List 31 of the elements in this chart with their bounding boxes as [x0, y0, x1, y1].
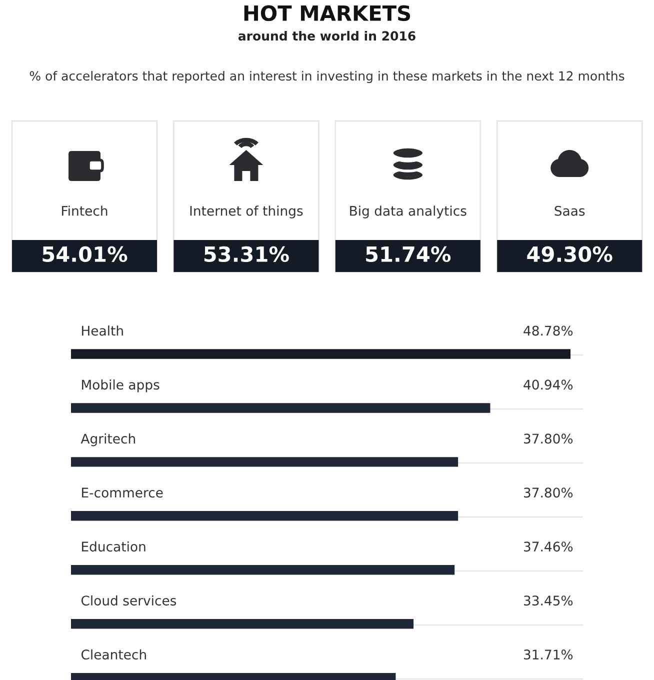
y-tick-label: Cleantech	[81, 649, 146, 660]
data-label: 48.78%	[524, 326, 573, 336]
data-label: 54.01%	[42, 246, 128, 262]
text: HOT MARKETS	[244, 5, 410, 22]
data-label: 37.46%	[524, 542, 573, 552]
data-label: 37.80%	[524, 488, 573, 498]
data-label: 33.45%	[524, 596, 573, 606]
bar	[71, 403, 490, 413]
bar	[71, 511, 458, 521]
text: around the world in 2016	[238, 30, 416, 41]
data-label: 40.94%	[524, 380, 573, 390]
category-label: Big data analytics	[350, 206, 466, 218]
bar	[71, 565, 455, 575]
bar	[71, 349, 571, 359]
y-tick-label: Cloud services	[81, 595, 176, 606]
data-label: 53.31%	[204, 246, 289, 262]
y-tick-label: Agritech	[80, 433, 135, 446]
category-label: Fintech	[62, 206, 108, 216]
y-tick-label: Health	[82, 325, 123, 336]
data-label: 51.74%	[366, 246, 451, 262]
data-label: 49.30%	[527, 246, 612, 262]
category-label: Saas	[554, 206, 585, 216]
text: % of accelerators that reported an interest in investing in these markets in the next 12 months	[30, 70, 624, 84]
bar	[71, 619, 414, 629]
y-tick-label: Education	[82, 541, 146, 552]
data-label: 37.80%	[524, 434, 573, 444]
data-label: 31.71%	[524, 650, 573, 660]
y-tick-label: Mobile apps	[82, 379, 160, 392]
category-label: Internet of things	[190, 206, 303, 218]
y-tick-label: E-commerce	[82, 488, 163, 498]
bar	[71, 457, 458, 467]
